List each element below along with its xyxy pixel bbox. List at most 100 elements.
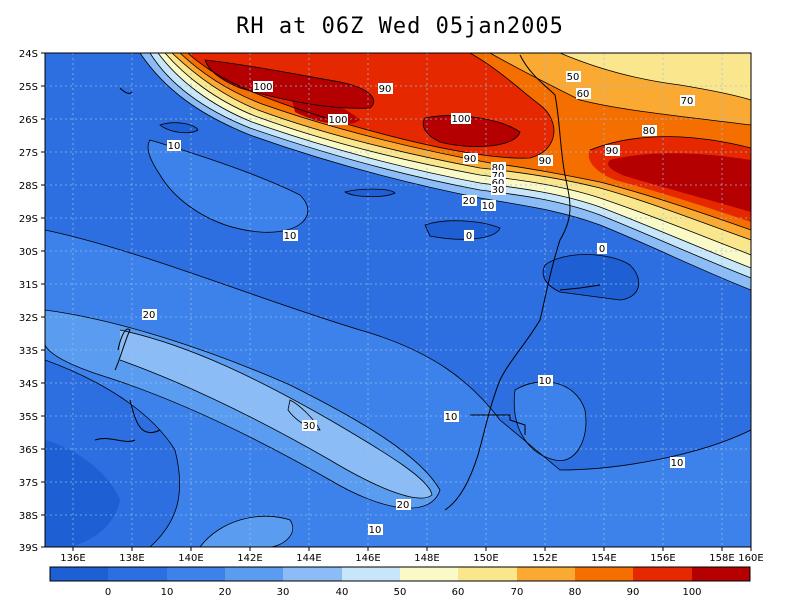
svg-text:0: 0 <box>599 244 605 255</box>
rh-band-20-30 <box>45 230 751 547</box>
svg-text:80: 80 <box>643 126 656 137</box>
contour-label: 10 <box>167 140 181 152</box>
x-tick-label: 150E <box>473 553 498 564</box>
contour-label: 20 <box>462 195 477 207</box>
contour-label: 20 <box>142 309 157 321</box>
colorbar-label: 0 <box>105 587 111 598</box>
svg-text:100: 100 <box>328 115 347 126</box>
y-tick-label: 33S <box>19 346 38 357</box>
colorbar-swatch <box>692 567 750 581</box>
colorbar-swatch <box>342 567 400 581</box>
y-tick-label: 38S <box>19 511 38 522</box>
x-tick-label: 144E <box>296 553 321 564</box>
colorbar-label: 70 <box>511 587 524 598</box>
colorbar-label: 30 <box>277 587 290 598</box>
svg-text:70: 70 <box>492 171 505 182</box>
rh-band-0-10 <box>160 122 198 133</box>
colorbar-swatch <box>108 567 167 581</box>
colorbar-swatch <box>283 567 342 581</box>
svg-text:50: 50 <box>567 72 580 83</box>
svg-text:20: 20 <box>397 500 410 511</box>
svg-text:10: 10 <box>284 231 297 242</box>
contour-label: 70 <box>680 95 695 107</box>
contour-label: 0 <box>464 230 474 242</box>
contour-lines <box>45 53 751 547</box>
y-tick-label: 29S <box>19 214 38 225</box>
y-tick-label: 30S <box>19 247 38 258</box>
svg-text:90: 90 <box>606 146 619 157</box>
contour-label: 90 <box>378 83 393 95</box>
svg-text:0: 0 <box>466 231 472 242</box>
colorbar-swatch <box>458 567 517 581</box>
x-tick-label: 158E <box>709 553 734 564</box>
rh-band-100-plus <box>423 115 520 147</box>
svg-text:20: 20 <box>143 310 156 321</box>
rh-band-0-10 <box>543 254 639 300</box>
colorbar-label: 20 <box>219 587 232 598</box>
y-tick-label: 35S <box>19 412 38 423</box>
coastlines <box>94 54 601 511</box>
colorbar-label: 10 <box>161 587 174 598</box>
svg-text:100: 100 <box>253 82 272 93</box>
contour-label: 10 <box>670 457 685 469</box>
x-tick-label: 140E <box>178 553 203 564</box>
colorbar-label: 100 <box>682 587 701 598</box>
svg-text:20: 20 <box>463 196 476 207</box>
svg-text:30: 30 <box>303 421 316 432</box>
x-tick-label: 160E <box>738 553 763 564</box>
rh-band-30-40 <box>200 516 293 547</box>
y-tick-label: 25S <box>19 82 38 93</box>
contour-label: 100 <box>451 113 471 125</box>
y-tick-label: 31S <box>19 280 38 291</box>
colorbar-swatch <box>167 567 225 581</box>
svg-text:60: 60 <box>492 178 505 189</box>
colorbar-label: 40 <box>336 587 349 598</box>
svg-text:60: 60 <box>577 89 590 100</box>
rh-band-100-plus <box>205 60 374 109</box>
svg-text:90: 90 <box>539 156 552 167</box>
rh-band-0-10 <box>345 189 395 197</box>
colorbar-swatch <box>633 567 692 581</box>
colorbar-swatch <box>225 567 283 581</box>
contour-labels: 10 100 90 100 100 90 50 60 70 80 90 90 8… <box>142 71 695 536</box>
y-tick-label: 37S <box>19 478 38 489</box>
colorbar-label: 60 <box>452 587 465 598</box>
colorbar-swatch <box>517 567 575 581</box>
svg-text:90: 90 <box>379 84 392 95</box>
y-tick-label: 27S <box>19 148 38 159</box>
contour-label: 10 <box>538 375 553 387</box>
svg-text:10: 10 <box>369 525 382 536</box>
x-tick-label: 152E <box>532 553 557 564</box>
contour-label: 10 <box>481 200 496 212</box>
y-axis: 24S 25S 26S 27S 28S 29S 30S 31S 32S 33S … <box>19 49 45 554</box>
svg-text:100: 100 <box>451 114 470 125</box>
rh-band-20-30 <box>514 381 586 461</box>
rh-fill-regions <box>45 53 751 547</box>
contour-label: 90 <box>605 145 620 157</box>
rh-band-100-plus <box>608 153 751 212</box>
y-tick-label: 34S <box>19 379 38 390</box>
rh-band-40-50 <box>120 330 432 499</box>
svg-text:10: 10 <box>168 141 181 152</box>
svg-text:10: 10 <box>445 412 458 423</box>
colorbar-label: 90 <box>627 587 640 598</box>
svg-text:10: 10 <box>539 376 552 387</box>
svg-text:80: 80 <box>492 163 505 174</box>
contour-label: 100 <box>253 81 273 93</box>
x-tick-label: 146E <box>355 553 380 564</box>
contour-label: 30 <box>302 420 317 432</box>
contour-label: 60 <box>576 88 591 100</box>
colorbar-label: 80 <box>569 587 582 598</box>
page-title: RH at 06Z Wed 05jan2005 <box>236 14 564 39</box>
svg-text:10: 10 <box>671 458 684 469</box>
rh-band-0-10 <box>45 440 120 547</box>
colorbar: 0 10 20 30 40 50 60 70 80 90 100 <box>49 566 751 598</box>
contour-label: 10 <box>368 524 383 536</box>
contour-label: 60 <box>491 177 506 189</box>
y-tick-label: 32S <box>19 313 38 324</box>
contour-label: 90 <box>463 153 478 165</box>
y-tick-label: 36S <box>19 445 38 456</box>
plot-frame <box>44 52 752 548</box>
svg-text:70: 70 <box>681 96 694 107</box>
contour-label: 0 <box>597 243 607 255</box>
